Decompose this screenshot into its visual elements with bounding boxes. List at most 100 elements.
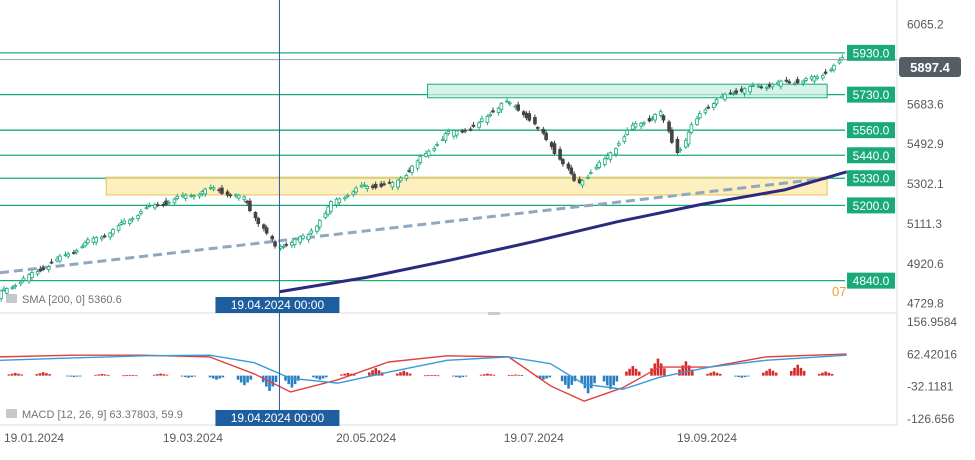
indicator-settings-icon[interactable]	[6, 409, 17, 418]
macd-histogram-bar	[297, 375, 300, 381]
macd-histogram-bar	[762, 372, 765, 376]
candle-body	[580, 180, 585, 186]
candle-body	[217, 189, 221, 192]
macd-legend[interactable]: MACD [12, 26, 9] 63.37803, 59.9	[6, 409, 183, 421]
macd-histogram-bar	[821, 372, 824, 376]
candle-body	[815, 76, 819, 79]
macd-histogram-bar	[343, 373, 346, 376]
macd-histogram-bar	[66, 375, 69, 377]
candle-body	[66, 253, 71, 257]
candle-body	[264, 227, 269, 234]
macd-histogram-bar	[458, 375, 461, 378]
candle-body	[155, 204, 160, 207]
macd-histogram-bar	[371, 370, 374, 376]
candle-body	[74, 250, 79, 253]
current-price-tag: 5897.4	[899, 57, 961, 77]
current-price-value: 5897.4	[910, 60, 951, 75]
macd-histogram-bar	[430, 374, 433, 376]
candle-body	[334, 198, 339, 206]
candle-body	[633, 123, 638, 128]
candle-body	[35, 271, 40, 275]
candle-body	[516, 104, 520, 111]
candle-body	[728, 92, 733, 95]
candle-body	[359, 184, 364, 188]
candle-body	[435, 144, 439, 146]
time-tick-label: 19.03.2024	[163, 431, 223, 445]
macd-histogram-bar	[75, 375, 79, 377]
candle-body	[616, 142, 621, 146]
candle-body	[329, 201, 333, 212]
candle-body	[58, 255, 62, 262]
candle-body	[41, 267, 45, 270]
candle-body	[535, 127, 540, 129]
candle-body	[756, 85, 761, 88]
candle-body	[706, 106, 710, 109]
candle-body	[452, 130, 456, 137]
candle-body	[418, 156, 423, 163]
candle-body	[572, 173, 576, 181]
candle-body	[658, 111, 663, 116]
macd-histogram-bar	[35, 374, 39, 376]
candle-body	[208, 187, 213, 189]
macd-histogram-bar	[796, 364, 800, 376]
level-tag-bg	[847, 170, 895, 187]
candle-body	[711, 103, 716, 108]
candle-body	[552, 143, 557, 154]
candle-body	[72, 252, 76, 254]
macd-histogram-bar	[7, 374, 11, 376]
time-axis-ticks: 19.01.2024 19.03.2024 20.05.2024 19.07.2024…	[4, 431, 737, 445]
candle-body	[460, 130, 465, 133]
candle-body	[354, 187, 358, 193]
candle-body	[670, 129, 674, 143]
dashed-trendline[interactable]	[0, 176, 828, 275]
candle-body	[387, 181, 392, 184]
candle-body	[147, 205, 152, 207]
candle-body	[837, 60, 842, 64]
candle-body	[270, 235, 275, 240]
macd-histogram-bar	[100, 373, 104, 376]
macd-histogram-bar	[605, 375, 609, 386]
candle-body	[558, 149, 562, 160]
level-tag-bg	[847, 44, 895, 61]
macd-histogram-bar	[72, 375, 76, 377]
candle-body	[496, 107, 501, 113]
macd-histogram-bar	[545, 375, 548, 379]
candle-body	[723, 94, 727, 100]
indicator-settings-icon[interactable]	[6, 294, 17, 303]
macd-histogram-bar	[489, 374, 493, 376]
candle-body	[21, 277, 26, 281]
macd-histogram-bar	[427, 375, 430, 376]
candle-body	[306, 233, 311, 241]
macd-histogram-bar	[377, 370, 381, 376]
level-tag-text: 5730.0	[853, 88, 890, 102]
crosshair-time-tag-price-panel	[215, 297, 340, 313]
macd-histogram-bar	[274, 375, 278, 383]
crosshair-time-label: 19.04.2024 00:00 19.04.2024 00:00	[215, 297, 340, 426]
candle-body	[586, 176, 590, 179]
macd-histogram-bar	[768, 368, 772, 376]
macd-histogram-bar	[817, 373, 821, 376]
candle-body	[192, 195, 196, 198]
macd-histogram-bar	[583, 375, 587, 389]
candle-body	[102, 235, 107, 238]
macd-histogram-bar	[321, 375, 325, 379]
candle-body	[390, 181, 395, 188]
sma-legend[interactable]: SMA [200, 0] 5360.6	[6, 294, 122, 306]
level-tag-bg	[847, 197, 895, 214]
candle-body	[491, 110, 495, 113]
candle-body	[197, 193, 202, 197]
candle-body	[189, 195, 194, 198]
macd-histogram-bar	[315, 375, 318, 379]
macd-histogram-bar	[520, 375, 524, 376]
macd-histogram-bar	[324, 375, 328, 378]
macd-histogram-bar	[538, 375, 542, 379]
panel-resize-handle[interactable]	[488, 312, 500, 315]
macd-histogram-bar	[293, 375, 297, 385]
macd-histogram-bar	[691, 369, 694, 376]
candle-body	[804, 78, 808, 81]
candle-body	[337, 198, 342, 204]
candle-body	[823, 71, 828, 74]
candle-body	[130, 218, 135, 221]
